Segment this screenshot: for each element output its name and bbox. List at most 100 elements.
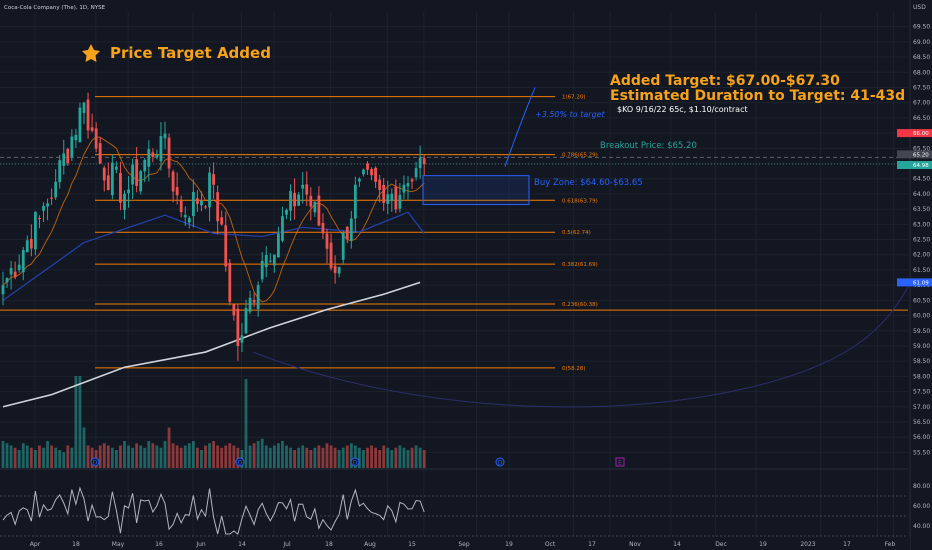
event-marker[interactable]: D xyxy=(350,457,360,467)
candle-body[interactable] xyxy=(110,162,114,196)
candle-body[interactable] xyxy=(378,179,382,190)
projection-arc[interactable] xyxy=(504,87,536,167)
event-marker[interactable]: D xyxy=(495,457,505,467)
candle-body[interactable] xyxy=(135,159,139,186)
candle-body[interactable] xyxy=(256,285,260,309)
candle-body[interactable] xyxy=(208,172,211,208)
candle-body[interactable] xyxy=(29,238,33,249)
event-marker[interactable]: D xyxy=(90,457,100,467)
candle-body[interactable] xyxy=(362,169,365,175)
candle-body[interactable] xyxy=(281,216,284,241)
candle-body[interactable] xyxy=(147,149,151,167)
candle-body[interactable] xyxy=(244,308,248,334)
candlestick-series[interactable] xyxy=(1,92,426,361)
candle-body[interactable] xyxy=(232,304,236,316)
candle-body[interactable] xyxy=(285,209,288,215)
candle-body[interactable] xyxy=(390,193,394,201)
candle-body[interactable] xyxy=(54,181,58,198)
candle-body[interactable] xyxy=(374,167,377,182)
candle-body[interactable] xyxy=(317,195,321,226)
candle-body[interactable] xyxy=(337,266,341,274)
candle-body[interactable] xyxy=(50,197,53,199)
candle-body[interactable] xyxy=(309,195,313,207)
candle-body[interactable] xyxy=(139,171,143,192)
candle-body[interactable] xyxy=(143,159,147,172)
candle-body[interactable] xyxy=(366,163,369,170)
candle-body[interactable] xyxy=(345,226,349,240)
candle-body[interactable] xyxy=(179,200,183,213)
candle-body[interactable] xyxy=(78,107,82,143)
candle-body[interactable] xyxy=(382,184,386,204)
candle-body[interactable] xyxy=(252,299,256,303)
time-axis-panel[interactable] xyxy=(0,538,910,550)
rsi-pane[interactable] xyxy=(0,468,908,537)
candle-body[interactable] xyxy=(42,205,45,211)
candle-body[interactable] xyxy=(216,192,220,222)
candle-body[interactable] xyxy=(74,134,78,141)
candle-body[interactable] xyxy=(183,214,187,218)
candle-body[interactable] xyxy=(406,183,410,187)
candle-body[interactable] xyxy=(1,285,5,295)
candle-body[interactable] xyxy=(9,268,13,275)
candle-body[interactable] xyxy=(313,201,317,213)
candle-body[interactable] xyxy=(394,186,398,210)
candle-body[interactable] xyxy=(127,189,130,194)
candle-body[interactable] xyxy=(248,297,252,312)
candle-body[interactable] xyxy=(167,137,171,169)
candle-body[interactable] xyxy=(264,255,268,268)
candle-body[interactable] xyxy=(98,143,102,164)
candle-body[interactable] xyxy=(272,254,276,266)
candle-body[interactable] xyxy=(90,127,94,131)
candle-body[interactable] xyxy=(102,167,106,181)
candle-body[interactable] xyxy=(163,133,167,139)
candle-body[interactable] xyxy=(86,99,90,131)
candle-body[interactable] xyxy=(220,217,224,225)
candle-body[interactable] xyxy=(70,136,74,158)
candle-body[interactable] xyxy=(123,193,126,210)
candle-body[interactable] xyxy=(341,232,345,260)
projection-drawings[interactable] xyxy=(252,87,932,408)
candle-body[interactable] xyxy=(175,187,179,196)
price-axis-panel[interactable] xyxy=(910,0,932,550)
candle-body[interactable] xyxy=(106,175,110,191)
candle-body[interactable] xyxy=(277,233,280,258)
annotations[interactable]: Price Target Added Added Target: $67.00-$… xyxy=(82,44,905,467)
candle-body[interactable] xyxy=(305,184,309,195)
candle-body[interactable] xyxy=(289,190,292,211)
cycle-arc[interactable] xyxy=(252,239,932,408)
candle-body[interactable] xyxy=(353,184,357,219)
candle-body[interactable] xyxy=(260,260,264,280)
candle-body[interactable] xyxy=(228,262,232,302)
candle-body[interactable] xyxy=(46,203,49,207)
candle-body[interactable] xyxy=(224,225,228,267)
candle-body[interactable] xyxy=(119,172,122,203)
candle-body[interactable] xyxy=(151,152,155,157)
candle-body[interactable] xyxy=(325,233,329,249)
candle-body[interactable] xyxy=(418,157,422,169)
candle-body[interactable] xyxy=(13,271,17,277)
candle-body[interactable] xyxy=(301,184,305,189)
candle-body[interactable] xyxy=(5,278,9,283)
candle-body[interactable] xyxy=(94,128,98,149)
candle-body[interactable] xyxy=(34,211,37,250)
candle-body[interactable] xyxy=(370,169,373,176)
candle-body[interactable] xyxy=(66,148,70,164)
candle-body[interactable] xyxy=(187,217,191,223)
candle-body[interactable] xyxy=(414,168,418,178)
candle-body[interactable] xyxy=(268,260,272,262)
candle-body[interactable] xyxy=(329,242,333,269)
candle-body[interactable] xyxy=(240,335,244,343)
candle-body[interactable] xyxy=(131,164,134,185)
candle-body[interactable] xyxy=(171,171,175,192)
candle-body[interactable] xyxy=(402,184,406,193)
candle-body[interactable] xyxy=(25,240,29,253)
candle-body[interactable] xyxy=(297,194,301,206)
candle-body[interactable] xyxy=(196,198,199,204)
candle-body[interactable] xyxy=(410,179,414,182)
candle-body[interactable] xyxy=(386,194,390,204)
candle-body[interactable] xyxy=(17,264,21,270)
candle-body[interactable] xyxy=(38,218,41,220)
candle-body[interactable] xyxy=(58,160,62,183)
event-marker[interactable]: D xyxy=(235,457,245,467)
